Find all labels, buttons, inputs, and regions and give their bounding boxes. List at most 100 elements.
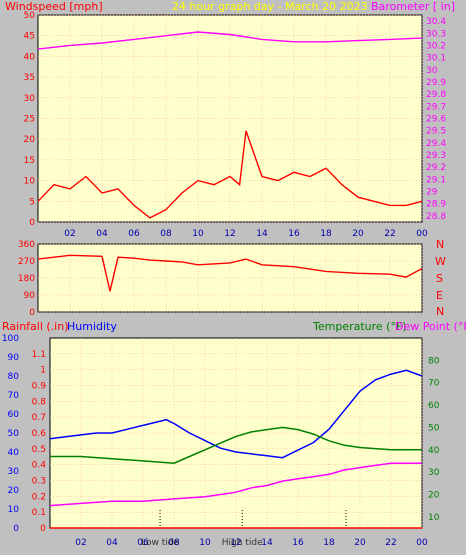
y-tick-label: 29.3 [426,151,446,161]
y-tick-label: 40 [8,448,20,458]
y-tick-label: 20 [8,486,20,496]
y-tick-label: 60 [428,401,440,411]
y-tick-label: 0.5 [32,445,46,455]
y-tick-label: 80 [8,372,20,382]
x-tick-label: 08 [168,538,180,548]
y-tick-label: 0.2 [32,492,46,502]
x-tick-label: 02 [64,229,75,239]
y-tick-label: 40 [24,52,36,62]
y-tick-label: 0.9 [32,382,47,392]
series-layer [37,31,423,529]
x-tick-label: 22 [385,538,396,548]
series-line [37,31,423,50]
y-tick-label: 30 [428,468,440,478]
y-tick-label: 0 [40,524,46,534]
series-line [37,130,423,219]
y-tick-label: 0.6 [32,429,47,439]
x-tick-label: 06 [128,229,140,239]
x-tick-label: 14 [256,229,268,239]
x-tick-label: 18 [323,538,335,548]
y-tick-label: 80 [428,356,440,366]
y-tick-label: 360 [18,240,35,250]
series-line [50,426,422,464]
y-tick-label: 20 [24,135,36,145]
y-tick-label: 29.1 [426,175,446,185]
y-tick-label: 45 [24,32,35,42]
y-tick-label: 90 [8,353,20,363]
y-tick-label: 70 [428,379,440,389]
series-line [49,369,423,459]
series-line [49,462,422,507]
y-tick-label: 10 [428,513,440,523]
y-tick-label: 1 [40,366,46,376]
x-tick-label: 18 [320,229,332,239]
direction-letter: N [436,305,444,318]
barometer-axis-title: Barometer [ in] [371,0,455,13]
x-tick-label: 02 [75,538,86,548]
y-tick-label: 28.9 [426,200,446,210]
y-tick-label: 20 [428,490,440,500]
tick-label-layer: 0510152025303540455028.828.92929.129.229… [2,11,447,548]
x-tick-label: 16 [292,538,304,548]
dewpoint-axis-title: Dew Point (°F) [395,320,466,333]
y-tick-label: 0.3 [32,477,46,487]
y-tick-label: 29.5 [426,127,446,137]
temperature-axis-title: Temperature (°F) [312,320,407,333]
x-tick-label: 04 [96,229,108,239]
y-tick-label: 28.8 [426,212,446,222]
x-tick-label: 00 [416,229,428,239]
y-tick-label: 180 [18,274,35,284]
y-tick-label: 30 [8,467,20,477]
y-tick-label: 50 [8,429,20,439]
y-tick-label: 0 [13,524,19,534]
x-tick-label: 04 [106,538,118,548]
x-tick-label: 10 [192,229,204,239]
y-tick-label: 0.4 [32,461,47,471]
direction-letter: W [435,255,446,268]
x-tick-label: 14 [261,538,273,548]
y-tick-label: 29.6 [426,115,446,125]
x-tick-label: 12 [224,229,235,239]
chart-title: 24 hour graph day - March 20 2023 [172,0,368,13]
y-tick-label: 30 [24,94,36,104]
y-tick-label: 0.1 [32,508,46,518]
x-tick-label: 16 [288,229,300,239]
y-tick-label: 10 [8,505,20,515]
y-tick-label: 50 [24,11,36,21]
y-tick-label: 30.4 [426,17,446,27]
y-tick-label: 60 [8,410,20,420]
y-tick-label: 0.8 [32,397,47,407]
y-tick-label: 100 [2,334,19,344]
y-tick-label: 70 [8,391,20,401]
y-tick-label: 30.2 [426,41,446,51]
x-tick-label: 00 [416,538,428,548]
y-tick-label: 30 [426,66,438,76]
y-tick-label: 29 [426,188,438,198]
y-tick-label: 35 [24,73,35,83]
wind-axis-title: Windspeed [mph] [5,0,103,13]
direction-letter: S [436,272,443,285]
x-tick-label: 12 [230,538,241,548]
y-tick-label: 30.1 [426,54,446,64]
y-tick-label: 29.8 [426,90,446,100]
y-tick-label: 90 [24,291,36,301]
y-tick-label: 10 [24,177,36,187]
rainfall-axis-title: Rainfall (.in) [2,320,69,333]
y-tick-label: 5 [29,197,35,207]
y-tick-label: 1.1 [32,350,46,360]
direction-letter: N [436,238,444,251]
y-tick-label: 0 [29,308,35,318]
x-tick-label: 20 [354,538,366,548]
humidity-axis-title: Humidity [67,320,117,333]
y-tick-label: 25 [24,115,35,125]
direction-letter: E [436,289,443,302]
y-tick-label: 30.3 [426,29,446,39]
y-tick-label: 270 [18,257,35,267]
y-tick-label: 0.7 [32,413,46,423]
y-tick-label: 29.7 [426,102,446,112]
x-tick-label: 08 [160,229,172,239]
y-tick-label: 50 [428,423,440,433]
y-tick-label: 0 [29,218,35,228]
grid-layer [38,14,423,529]
